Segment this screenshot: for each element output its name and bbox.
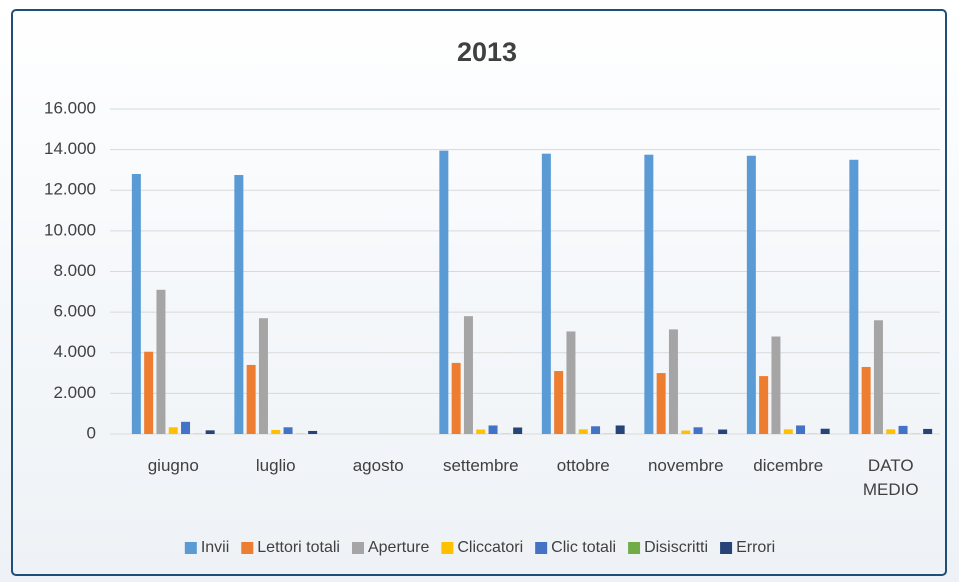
bar [246, 364, 256, 434]
bar [718, 429, 728, 434]
bar [615, 425, 625, 434]
legend-label: Clic totali [551, 539, 616, 556]
legend-label: Invii [201, 539, 229, 556]
bar [541, 153, 551, 434]
legend-swatch [184, 542, 197, 554]
y-tick-label: 6.000 [53, 302, 96, 321]
x-tick-label: settembre [442, 456, 519, 475]
bar [234, 175, 244, 434]
bar [463, 316, 473, 434]
y-tick-label: 8.000 [53, 261, 96, 280]
bar [820, 428, 830, 434]
legend-label: Disiscritti [644, 539, 708, 556]
bar [488, 425, 498, 434]
bar [898, 425, 908, 434]
bar [693, 427, 703, 434]
x-tick-label: novembre [647, 456, 724, 475]
bar [156, 289, 166, 434]
x-tick-label: ottobre [556, 456, 610, 475]
y-tick-label: 0 [87, 423, 96, 442]
bar [849, 159, 859, 434]
bar [746, 155, 756, 434]
x-tick-label: dicembre [753, 456, 824, 475]
bar [656, 373, 666, 434]
bar [886, 429, 896, 434]
y-tick-label: 10.000 [44, 220, 96, 239]
bar [681, 430, 691, 434]
y-tick-label: 4.000 [53, 342, 96, 361]
bar [796, 425, 806, 434]
bar [554, 371, 564, 434]
x-tick-label: agosto [352, 456, 404, 475]
legend-swatch [441, 542, 454, 554]
bar [591, 426, 601, 434]
bar [566, 331, 576, 434]
bar [644, 154, 654, 434]
legend-label: Aperture [368, 539, 429, 556]
legend-swatch [241, 542, 254, 554]
y-tick-label: 2.000 [53, 383, 96, 402]
bar [131, 174, 141, 434]
frame [11, 9, 947, 576]
y-tick-label: 12.000 [44, 180, 96, 199]
bar [783, 429, 793, 434]
bar [861, 366, 871, 434]
legend-swatch [535, 542, 548, 554]
y-tick-label: 16.000 [44, 98, 96, 117]
legend-label: Cliccatori [457, 539, 523, 556]
x-tick-label: DATO MEDIO [862, 456, 919, 499]
bar [476, 429, 486, 434]
bar [258, 318, 268, 434]
y-tick-label: 14.000 [44, 139, 96, 158]
bar [513, 427, 523, 434]
bar [873, 320, 883, 434]
legend-swatch [351, 542, 364, 554]
bar [578, 429, 588, 434]
bar [205, 430, 215, 434]
x-tick-label: luglio [255, 456, 296, 475]
bar [308, 430, 318, 434]
chart-title: 2013 [457, 37, 517, 67]
legend-swatch [720, 542, 733, 554]
bar [923, 428, 933, 434]
bar [181, 421, 191, 434]
bar [771, 336, 781, 434]
bar [271, 429, 281, 434]
legend-label: Lettori totali [257, 539, 340, 556]
bar [439, 150, 449, 434]
bar [168, 427, 178, 434]
legend-swatch [628, 542, 641, 554]
bar [144, 351, 154, 434]
bar [759, 376, 769, 434]
bar [668, 329, 678, 434]
bar [451, 362, 461, 434]
legend-label: Errori [736, 539, 775, 556]
x-tick-label: giugno [147, 456, 199, 475]
bar [283, 427, 293, 434]
